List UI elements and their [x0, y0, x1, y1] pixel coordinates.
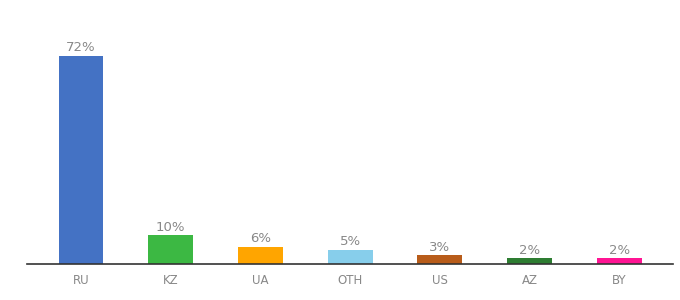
Bar — [418, 255, 462, 264]
Bar — [238, 247, 283, 264]
Text: 3%: 3% — [429, 241, 450, 254]
Text: 2%: 2% — [609, 244, 630, 257]
Bar — [597, 258, 642, 264]
Text: 5%: 5% — [339, 235, 361, 248]
Bar — [148, 235, 193, 264]
Bar — [328, 250, 373, 264]
Text: 2%: 2% — [519, 244, 540, 257]
Text: 72%: 72% — [66, 41, 96, 54]
Text: 10%: 10% — [156, 220, 186, 234]
Bar — [507, 258, 552, 264]
Text: 6%: 6% — [250, 232, 271, 245]
Bar — [58, 56, 103, 264]
